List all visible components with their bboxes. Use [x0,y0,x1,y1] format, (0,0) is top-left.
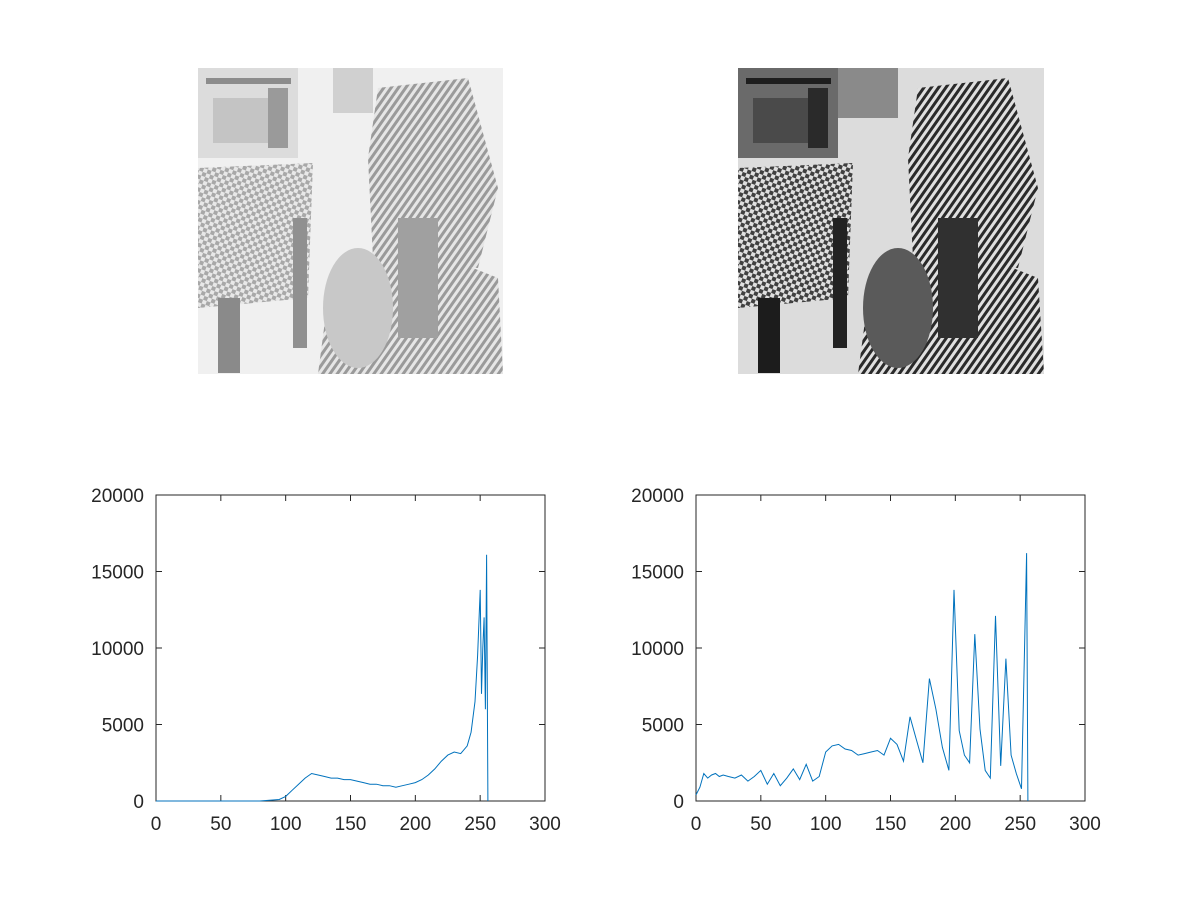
histogram-original-svg: 0 50 100 150 200 250 300 0 5000 10000 15000 20000 [91,486,561,835]
x-tick-label: 50 [750,814,771,835]
y-tick-label: 15000 [631,563,684,584]
histogram-line [156,554,489,802]
x-tick-label: 200 [399,814,431,835]
histogram-equalized: 0 50 100 150 200 250 300 0 5000 10000 15000 20000 [600,470,1120,850]
x-tick-label: 250 [464,814,496,835]
x-tick-label: 150 [335,814,367,835]
y-tick-label: 5000 [642,716,684,737]
y-tick-label: 15000 [91,563,144,584]
x-tick-label: 0 [691,814,702,835]
histogram-equalized-svg: 0 50 100 150 200 250 300 0 5000 10000 15000 20000 [631,486,1101,835]
original-image [198,68,503,374]
histogram-original: 0 50 100 150 200 250 300 0 5000 10000 15000 20000 [60,470,580,850]
equalized-image [738,68,1044,374]
y-tick-label: 0 [673,792,684,813]
y-tick-label: 20000 [631,486,684,507]
x-tick-label: 100 [270,814,302,835]
y-tick-label: 10000 [631,639,684,660]
x-tick-label: 50 [210,814,231,835]
x-tick-label: 250 [1004,814,1036,835]
y-tick-label: 5000 [102,716,144,737]
histogram-line [695,553,1029,802]
x-tick-label: 0 [151,814,162,835]
x-tick-label: 200 [939,814,971,835]
y-tick-label: 10000 [91,639,144,660]
x-tick-label: 300 [529,814,561,835]
y-tick-label: 20000 [91,486,144,507]
x-tick-label: 150 [875,814,907,835]
x-tick-label: 100 [810,814,842,835]
x-tick-label: 300 [1069,814,1101,835]
y-tick-label: 0 [133,792,144,813]
